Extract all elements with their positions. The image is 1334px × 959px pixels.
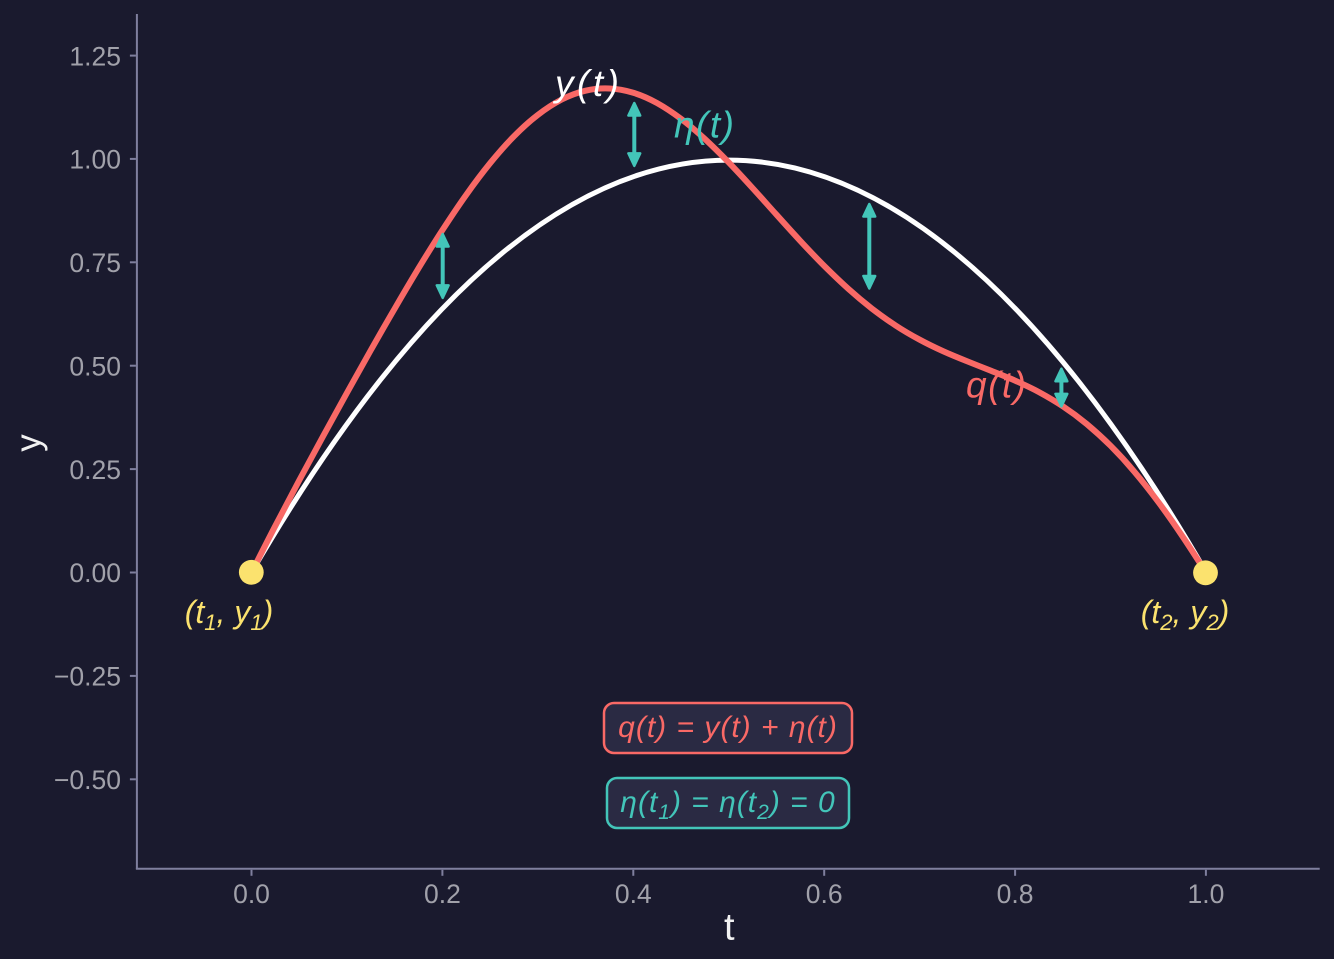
svg-text:0.8: 0.8 <box>997 879 1034 909</box>
svg-text:y: y <box>9 434 48 452</box>
svg-text:0.2: 0.2 <box>424 879 461 909</box>
svg-text:q(t): q(t) <box>966 365 1028 406</box>
svg-text:1.00: 1.00 <box>69 145 121 175</box>
svg-text:η(t1) = η(t2) = 0: η(t1) = η(t2) = 0 <box>620 786 835 824</box>
svg-text:0.00: 0.00 <box>69 558 121 588</box>
svg-text:η(t): η(t) <box>674 105 735 146</box>
svg-text:−0.25: −0.25 <box>54 662 121 692</box>
svg-text:1.0: 1.0 <box>1187 879 1224 909</box>
svg-text:0.0: 0.0 <box>233 879 270 909</box>
svg-text:t: t <box>724 907 735 949</box>
svg-text:0.6: 0.6 <box>806 879 843 909</box>
svg-text:0.50: 0.50 <box>69 351 121 381</box>
svg-text:1.25: 1.25 <box>69 41 121 71</box>
svg-text:0.4: 0.4 <box>615 879 652 909</box>
svg-text:0.25: 0.25 <box>69 455 121 485</box>
svg-text:q(t) = y(t) + η(t): q(t) = y(t) + η(t) <box>618 711 838 744</box>
svg-text:0.75: 0.75 <box>69 248 121 278</box>
svg-text:y(t): y(t) <box>552 63 622 104</box>
svg-text:−0.50: −0.50 <box>54 765 121 795</box>
